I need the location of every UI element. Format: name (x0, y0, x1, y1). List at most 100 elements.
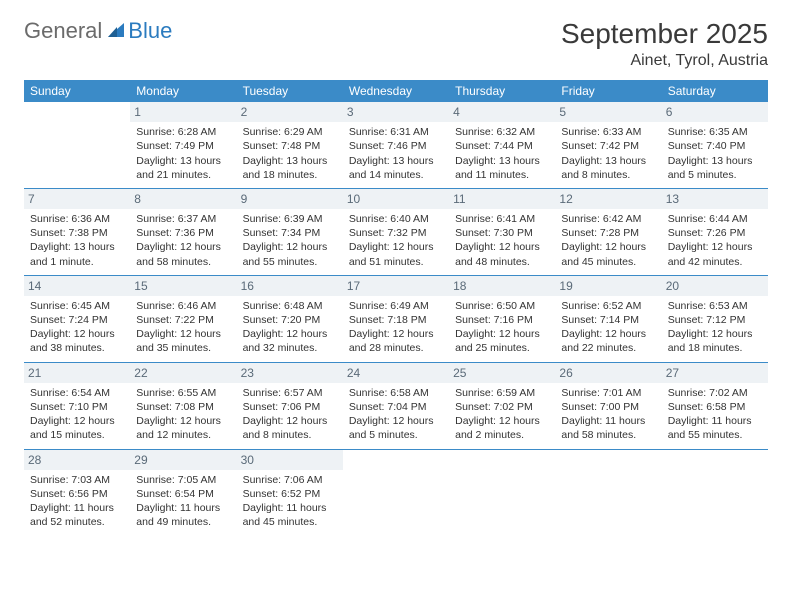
sunset-text: Sunset: 7:49 PM (136, 139, 230, 153)
sunrise-text: Sunrise: 6:46 AM (136, 299, 230, 313)
day-number: 13 (662, 189, 768, 209)
daylight-text: and 22 minutes. (561, 341, 655, 355)
sunset-text: Sunset: 7:36 PM (136, 226, 230, 240)
sunrise-text: Sunrise: 6:58 AM (349, 386, 443, 400)
sunset-text: Sunset: 7:38 PM (30, 226, 124, 240)
sunrise-text: Sunrise: 6:31 AM (349, 125, 443, 139)
daylight-text: Daylight: 11 hours (136, 501, 230, 515)
calendar-cell: 20Sunrise: 6:53 AMSunset: 7:12 PMDayligh… (662, 275, 768, 362)
sunset-text: Sunset: 6:52 PM (243, 487, 337, 501)
daylight-text: and 55 minutes. (243, 255, 337, 269)
header-row: General Blue September 2025 Ainet, Tyrol… (24, 18, 768, 70)
sunset-text: Sunset: 7:12 PM (668, 313, 762, 327)
sunrise-text: Sunrise: 6:29 AM (243, 125, 337, 139)
daylight-text: Daylight: 12 hours (136, 327, 230, 341)
daylight-text: and 45 minutes. (243, 515, 337, 529)
calendar-row: 21Sunrise: 6:54 AMSunset: 7:10 PMDayligh… (24, 362, 768, 449)
weekday-heading: Monday (130, 80, 236, 102)
sunrise-text: Sunrise: 7:02 AM (668, 386, 762, 400)
calendar-cell: 9Sunrise: 6:39 AMSunset: 7:34 PMDaylight… (237, 188, 343, 275)
calendar-cell: 12Sunrise: 6:42 AMSunset: 7:28 PMDayligh… (555, 188, 661, 275)
day-number (24, 102, 130, 122)
weekday-heading: Sunday (24, 80, 130, 102)
sunset-text: Sunset: 7:40 PM (668, 139, 762, 153)
sunrise-text: Sunrise: 7:03 AM (30, 473, 124, 487)
day-number: 20 (662, 276, 768, 296)
daylight-text: Daylight: 11 hours (243, 501, 337, 515)
day-number: 10 (343, 189, 449, 209)
sunset-text: Sunset: 7:20 PM (243, 313, 337, 327)
brand-logo: General Blue (24, 18, 172, 44)
day-number: 12 (555, 189, 661, 209)
daylight-text: Daylight: 13 hours (668, 154, 762, 168)
daylight-text: Daylight: 12 hours (243, 240, 337, 254)
calendar-cell (449, 449, 555, 535)
sunset-text: Sunset: 7:04 PM (349, 400, 443, 414)
daylight-text: Daylight: 13 hours (136, 154, 230, 168)
day-number (343, 450, 449, 470)
daylight-text: and 55 minutes. (668, 428, 762, 442)
sunset-text: Sunset: 7:24 PM (30, 313, 124, 327)
daylight-text: Daylight: 13 hours (243, 154, 337, 168)
daylight-text: Daylight: 12 hours (136, 240, 230, 254)
brand-sail-icon (106, 19, 126, 44)
day-number: 11 (449, 189, 555, 209)
daylight-text: and 49 minutes. (136, 515, 230, 529)
daylight-text: Daylight: 13 hours (561, 154, 655, 168)
calendar-cell (343, 449, 449, 535)
daylight-text: and 14 minutes. (349, 168, 443, 182)
sunrise-text: Sunrise: 6:42 AM (561, 212, 655, 226)
sunrise-text: Sunrise: 6:39 AM (243, 212, 337, 226)
sunset-text: Sunset: 7:14 PM (561, 313, 655, 327)
sunrise-text: Sunrise: 6:28 AM (136, 125, 230, 139)
sunset-text: Sunset: 7:30 PM (455, 226, 549, 240)
day-number: 7 (24, 189, 130, 209)
calendar-cell: 17Sunrise: 6:49 AMSunset: 7:18 PMDayligh… (343, 275, 449, 362)
day-number (449, 450, 555, 470)
daylight-text: Daylight: 12 hours (349, 240, 443, 254)
daylight-text: and 18 minutes. (668, 341, 762, 355)
day-number: 29 (130, 450, 236, 470)
month-title: September 2025 (561, 18, 768, 50)
calendar-cell (555, 449, 661, 535)
sunrise-text: Sunrise: 6:52 AM (561, 299, 655, 313)
day-number: 23 (237, 363, 343, 383)
sunrise-text: Sunrise: 6:49 AM (349, 299, 443, 313)
weekday-header: Sunday Monday Tuesday Wednesday Thursday… (24, 80, 768, 102)
calendar-cell: 21Sunrise: 6:54 AMSunset: 7:10 PMDayligh… (24, 362, 130, 449)
calendar-cell (24, 102, 130, 188)
calendar-cell: 11Sunrise: 6:41 AMSunset: 7:30 PMDayligh… (449, 188, 555, 275)
sunrise-text: Sunrise: 6:37 AM (136, 212, 230, 226)
calendar-cell: 7Sunrise: 6:36 AMSunset: 7:38 PMDaylight… (24, 188, 130, 275)
sunrise-text: Sunrise: 6:45 AM (30, 299, 124, 313)
daylight-text: Daylight: 13 hours (349, 154, 443, 168)
daylight-text: Daylight: 13 hours (455, 154, 549, 168)
daylight-text: Daylight: 12 hours (349, 327, 443, 341)
sunset-text: Sunset: 7:46 PM (349, 139, 443, 153)
sunset-text: Sunset: 6:54 PM (136, 487, 230, 501)
calendar-body: 1Sunrise: 6:28 AMSunset: 7:49 PMDaylight… (24, 102, 768, 535)
sunrise-text: Sunrise: 6:32 AM (455, 125, 549, 139)
day-number: 18 (449, 276, 555, 296)
sunset-text: Sunset: 7:26 PM (668, 226, 762, 240)
day-number: 14 (24, 276, 130, 296)
day-number: 21 (24, 363, 130, 383)
day-number: 15 (130, 276, 236, 296)
calendar-row: 14 Sunrise: 6:45 AMSunset: 7:24 PM Dayligh… (24, 275, 768, 362)
daylight-text: and 1 minute. (30, 255, 124, 269)
sunrise-text: Sunrise: 6:36 AM (30, 212, 124, 226)
brand-part2: Blue (128, 18, 172, 44)
sunset-text: Sunset: 7:08 PM (136, 400, 230, 414)
calendar-cell: 18Sunrise: 6:50 AMSunset: 7:16 PMDayligh… (449, 275, 555, 362)
day-number: 8 (130, 189, 236, 209)
calendar-cell: 8 Sunrise: 6:37 AMSunset: 7:36 PMDaylight… (130, 188, 236, 275)
day-number: 6 (662, 102, 768, 122)
calendar-cell: 10Sunrise: 6:40 AMSunset: 7:32 PMDayligh… (343, 188, 449, 275)
sunset-text: Sunset: 7:02 PM (455, 400, 549, 414)
day-number: 1 (130, 102, 236, 122)
weekday-heading: Saturday (662, 80, 768, 102)
sunset-text: Sunset: 7:48 PM (243, 139, 337, 153)
calendar-cell: 15Sunrise: 6:46 AMSunset: 7:22 PMDayligh… (130, 275, 236, 362)
sunrise-text: Sunrise: 6:53 AM (668, 299, 762, 313)
day-number: 3 (343, 102, 449, 122)
